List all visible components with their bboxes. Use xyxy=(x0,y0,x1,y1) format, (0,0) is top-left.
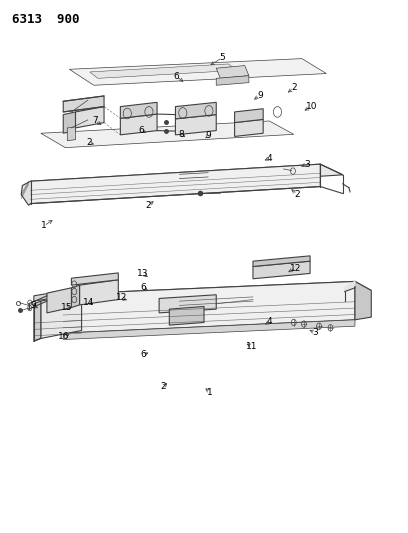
Text: 2: 2 xyxy=(295,190,300,198)
Polygon shape xyxy=(216,76,249,85)
Polygon shape xyxy=(90,64,237,78)
Polygon shape xyxy=(41,121,294,148)
Text: 12: 12 xyxy=(290,264,302,272)
Text: 2: 2 xyxy=(145,201,151,210)
Text: 9: 9 xyxy=(31,302,36,310)
Polygon shape xyxy=(63,112,75,133)
Text: 6: 6 xyxy=(141,351,146,359)
Polygon shape xyxy=(175,115,216,135)
Polygon shape xyxy=(75,107,104,128)
Polygon shape xyxy=(345,281,355,292)
Text: 4: 4 xyxy=(266,154,272,163)
Polygon shape xyxy=(216,66,249,78)
Text: 6313  900: 6313 900 xyxy=(12,13,80,26)
Polygon shape xyxy=(235,109,263,123)
Text: 6: 6 xyxy=(138,126,144,134)
Polygon shape xyxy=(120,114,157,135)
Text: 3: 3 xyxy=(313,328,318,337)
Polygon shape xyxy=(80,280,118,305)
Polygon shape xyxy=(169,306,204,325)
Polygon shape xyxy=(63,320,355,340)
Text: 12: 12 xyxy=(115,294,127,302)
Text: 13: 13 xyxy=(137,269,149,278)
Polygon shape xyxy=(31,164,320,204)
Text: 8: 8 xyxy=(179,130,184,139)
Text: 14: 14 xyxy=(83,298,95,307)
Text: 9: 9 xyxy=(257,91,263,100)
Text: 15: 15 xyxy=(61,303,72,312)
Polygon shape xyxy=(63,281,355,333)
Polygon shape xyxy=(355,281,371,320)
Text: 2: 2 xyxy=(160,383,166,391)
Polygon shape xyxy=(120,102,157,118)
Text: 16: 16 xyxy=(58,333,69,341)
Text: 6: 6 xyxy=(141,283,146,292)
Polygon shape xyxy=(175,102,216,119)
Polygon shape xyxy=(34,288,82,301)
Text: 7: 7 xyxy=(92,117,98,125)
Text: 3: 3 xyxy=(304,160,310,168)
Polygon shape xyxy=(71,285,80,308)
Polygon shape xyxy=(159,295,216,313)
Polygon shape xyxy=(69,59,326,85)
Text: 1: 1 xyxy=(207,388,213,397)
Polygon shape xyxy=(47,288,71,313)
Polygon shape xyxy=(31,164,343,193)
Text: 9: 9 xyxy=(205,132,211,140)
Polygon shape xyxy=(253,256,310,266)
Text: 5: 5 xyxy=(220,53,225,62)
Polygon shape xyxy=(41,293,82,338)
Polygon shape xyxy=(63,281,371,305)
Polygon shape xyxy=(253,261,310,279)
Text: 4: 4 xyxy=(267,318,273,326)
Text: 10: 10 xyxy=(306,102,317,111)
Text: 2: 2 xyxy=(291,84,297,92)
Polygon shape xyxy=(63,96,104,112)
Text: 1: 1 xyxy=(41,222,47,230)
Text: 2: 2 xyxy=(86,138,92,147)
Text: 6: 6 xyxy=(173,72,179,80)
Polygon shape xyxy=(21,181,31,205)
Polygon shape xyxy=(67,127,75,141)
Polygon shape xyxy=(235,119,263,136)
Polygon shape xyxy=(71,273,118,285)
Polygon shape xyxy=(34,301,41,341)
Text: 11: 11 xyxy=(246,342,258,351)
